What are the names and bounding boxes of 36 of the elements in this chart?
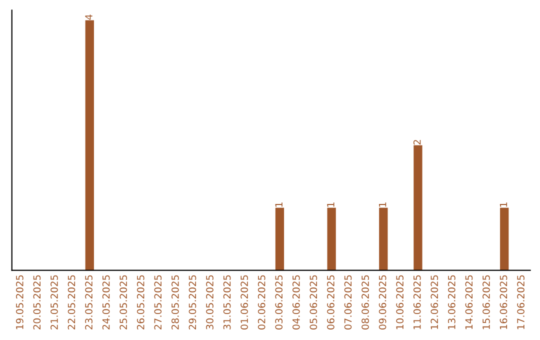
x-tick-label: 08.06.2025 — [362, 275, 369, 330]
x-tick-label: 03.06.2025 — [275, 275, 283, 330]
data-label: 2 — [413, 140, 421, 145]
x-tick-label: 29.05.2025 — [188, 275, 196, 330]
x-tick-label: 01.06.2025 — [240, 275, 248, 330]
x-tick-label: 20.05.2025 — [33, 275, 41, 330]
data-label: 1 — [275, 202, 282, 207]
x-tick-label: 16.06.2025 — [500, 275, 508, 330]
x-tick-label: 26.05.2025 — [136, 275, 144, 330]
x-tick-label: 23.05.2025 — [85, 275, 92, 330]
x-tick-label: 10.06.2025 — [396, 275, 404, 330]
x-tick-label: 27.05.2025 — [154, 275, 162, 330]
x-tick-label: 15.06.2025 — [482, 275, 490, 330]
x-tick-label: 06.06.2025 — [327, 275, 334, 330]
x-tick-label: 25.05.2025 — [120, 275, 128, 330]
x-tick-label: 22.05.2025 — [68, 275, 76, 330]
x-tick-label: 13.06.2025 — [448, 275, 456, 330]
data-label: 1 — [327, 202, 334, 207]
x-tick-label: 02.06.2025 — [258, 275, 266, 330]
x-tick-label: 28.05.2025 — [172, 275, 179, 330]
x-tick-label: 05.06.2025 — [310, 275, 318, 330]
x-tick-label: 17.06.2025 — [517, 275, 524, 330]
x-tick-label: 24.05.2025 — [102, 275, 110, 330]
x-tick-label: 14.06.2025 — [465, 275, 473, 330]
data-label: 1 — [378, 202, 386, 207]
x-tick-label: 30.05.2025 — [206, 275, 214, 330]
data-label: 4 — [85, 14, 92, 20]
x-tick-label: 09.06.2025 — [378, 275, 386, 330]
x-tick-label: 19.05.2025 — [16, 275, 24, 330]
x-tick-label: 12.06.2025 — [430, 275, 438, 330]
x-tick-label: 07.06.2025 — [344, 275, 352, 330]
x-tick-label: 11.06.2025 — [413, 275, 421, 330]
x-tick-label: 31.05.2025 — [223, 275, 231, 330]
data-label: 1 — [500, 202, 508, 207]
x-tick-label: 04.06.2025 — [292, 275, 300, 330]
x-tick-label: 21.05.2025 — [50, 275, 58, 330]
